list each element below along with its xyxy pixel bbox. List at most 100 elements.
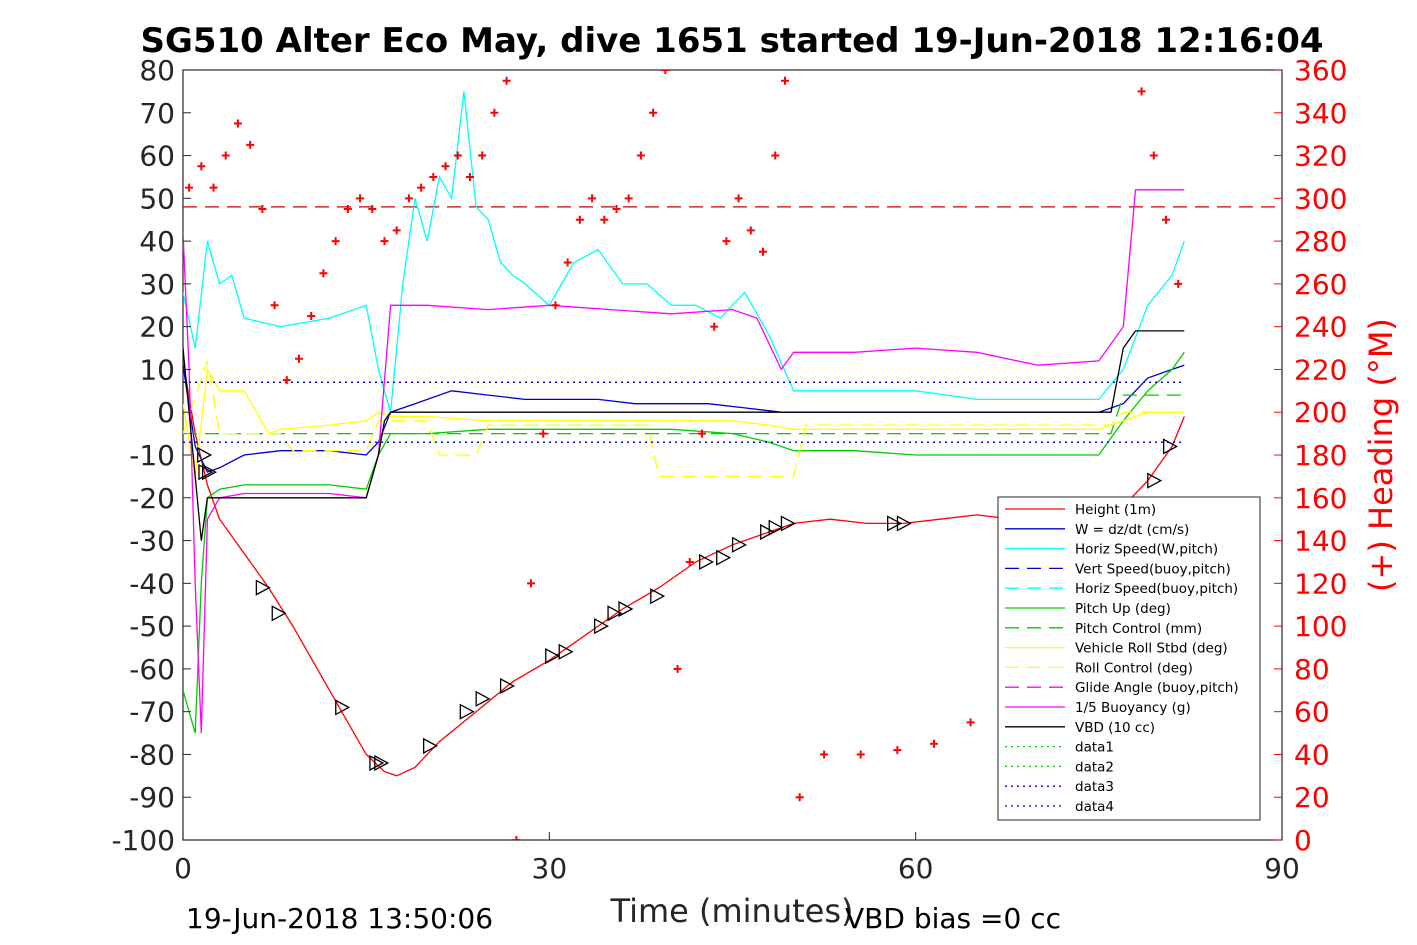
chart-title: SG510 Alter Eco May, dive 1651 started 1… [140, 21, 1323, 61]
heading-point [319, 269, 328, 278]
legend: Height (1m) W = dz/dt (cm/s) Horiz Speed(W… [997, 496, 1261, 821]
heading-point [685, 557, 694, 566]
heading-point [575, 215, 584, 224]
dive-marker [780, 515, 796, 532]
dive-marker [197, 446, 213, 464]
y-right-tick-label: 40 [1294, 738, 1330, 771]
footer-timestamp: 19-Jun-2018 13:50:06 [186, 902, 493, 935]
heading-point [771, 151, 780, 160]
y-left-tick-label: -40 [129, 567, 175, 600]
y-left-tick-label: -10 [129, 439, 175, 472]
heading-point [820, 750, 829, 759]
heading-point [624, 194, 633, 203]
y-left-tick-label: 0 [157, 396, 175, 429]
y-right-tick-label: 20 [1294, 781, 1330, 814]
y-left-tick-label: -20 [129, 482, 175, 515]
x-tick-label: 0 [174, 852, 192, 885]
heading-point [502, 76, 511, 85]
heading-point [404, 194, 413, 203]
dive-marker [896, 515, 912, 532]
heading-point [197, 162, 206, 171]
series-line-2 [183, 91, 1185, 413]
dive-marker [201, 464, 218, 481]
y-left-tick-label: 60 [139, 140, 175, 173]
dive-marker [423, 737, 439, 754]
dive-marker [369, 754, 385, 772]
dive-marker [198, 464, 214, 481]
legend-label: data4 [1075, 799, 1114, 815]
heading-point [221, 151, 230, 160]
y-right-tick-label: 100 [1294, 610, 1347, 643]
y-right-tick-label: 180 [1294, 439, 1347, 472]
heading-point [417, 183, 426, 192]
y-right-tick-label: 60 [1294, 696, 1330, 729]
heading-point [649, 108, 658, 117]
y-left-tick-label: 10 [139, 353, 175, 386]
y-right-tick-label: 340 [1294, 97, 1347, 130]
heading-point [929, 739, 938, 748]
dive-marker [374, 754, 390, 772]
heading-point [429, 172, 438, 181]
heading-point [600, 215, 609, 224]
dive-marker [1147, 472, 1163, 489]
y-left-tick-label: 20 [139, 311, 175, 344]
series-line-7 [183, 367, 1185, 477]
y-left-tick-label: -90 [129, 781, 175, 814]
legend-label: Height (1m) [1075, 502, 1156, 518]
heading-point [209, 183, 218, 192]
y-right-tick-label: 200 [1294, 396, 1347, 429]
heading-point [478, 151, 487, 160]
legend-label: data3 [1075, 779, 1114, 795]
triangle-markers-group [197, 438, 1179, 772]
dive-marker [558, 643, 574, 660]
heading-point [636, 151, 645, 160]
legend-label: 1/5 Buoyancy (g) [1075, 700, 1191, 716]
x-tick-label: 30 [532, 852, 568, 885]
heading-point [722, 237, 731, 246]
heading-point [1137, 87, 1146, 96]
y-right-tick-label: 260 [1294, 268, 1347, 301]
y-right-tick-label: 120 [1294, 567, 1347, 600]
heading-point [966, 718, 975, 727]
heading-point [380, 237, 389, 246]
dive-marker [731, 536, 747, 553]
heading-point [331, 237, 340, 246]
heading-point [1174, 279, 1183, 288]
y-right-tick-label: 280 [1294, 225, 1347, 258]
heading-point [588, 194, 597, 203]
y-right-tick-label: 140 [1294, 525, 1347, 558]
dive-marker [271, 605, 287, 622]
dive-marker [887, 515, 903, 532]
y-right-tick-label: 360 [1294, 54, 1347, 87]
heading-point [307, 311, 316, 320]
legend-label: data2 [1075, 759, 1114, 775]
heading-point [661, 70, 670, 74]
series-group [183, 91, 1185, 777]
dive-marker [1163, 438, 1179, 455]
heading-point [734, 194, 743, 203]
heading-point [258, 205, 267, 214]
legend-label: Horiz Speed(buoy,pitch) [1075, 581, 1238, 597]
heading-point [270, 301, 279, 310]
heading-point [392, 226, 401, 235]
heading-point [233, 119, 242, 128]
y-right-tick-label: 0 [1294, 824, 1312, 857]
heading-point [710, 322, 719, 331]
heading-point [673, 664, 682, 673]
legend-label: VBD (10 cc) [1075, 720, 1155, 736]
y-left-tick-label: 50 [139, 182, 175, 215]
heading-point [697, 429, 706, 438]
dive-marker [698, 553, 715, 571]
dive-marker [255, 579, 271, 596]
legend-label: Horiz Speed(W,pitch) [1075, 542, 1218, 558]
legend-label: Pitch Control (mm) [1075, 621, 1202, 637]
heading-point [856, 750, 865, 759]
x-axis-label: Time (minutes) [610, 892, 854, 930]
heading-point [781, 76, 790, 85]
y-left-tick-label: -100 [111, 824, 175, 857]
heading-point [453, 151, 462, 160]
y-left-tick-label: 40 [139, 225, 175, 258]
heading-point [1149, 151, 1158, 160]
dive-marker [335, 699, 351, 716]
